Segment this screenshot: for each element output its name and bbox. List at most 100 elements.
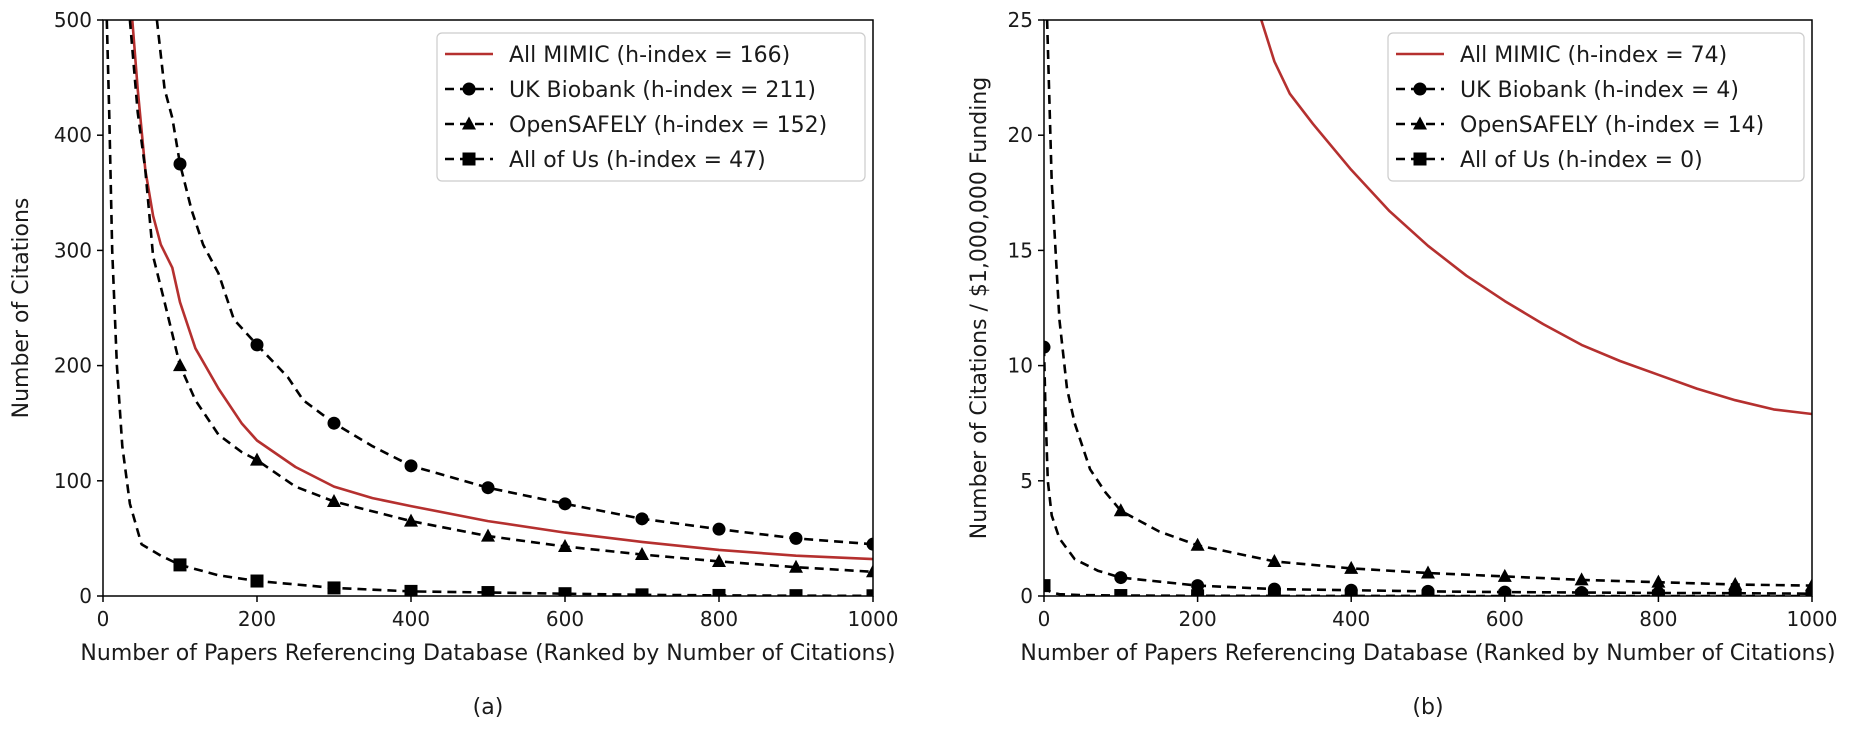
legend-label: All of Us (h-index = 0): [1460, 148, 1703, 173]
legend-marker: [1413, 82, 1427, 96]
data-point: [1575, 589, 1589, 596]
legend-label: OpenSAFELY (h-index = 14): [1460, 113, 1764, 138]
data-point: [1421, 565, 1435, 579]
x-tick-label: 400: [1332, 607, 1370, 631]
legend-label: All MIMIC (h-index = 166): [509, 43, 790, 68]
data-point: [1498, 589, 1512, 596]
y-tick-label: 100: [54, 469, 92, 493]
series-line: [155, 20, 873, 546]
data-point: [481, 528, 495, 542]
data-point: [1114, 571, 1128, 585]
x-tick-label: 200: [238, 607, 276, 631]
legend-marker: [1413, 116, 1427, 130]
data-point: [404, 459, 418, 473]
legend-box: [1387, 32, 1805, 182]
data-point: [712, 522, 726, 536]
legend-label: All MIMIC (h-index = 74): [1460, 43, 1727, 68]
data-point: [327, 416, 341, 430]
data-point: [404, 584, 418, 596]
data-point: [1728, 576, 1743, 590]
data-point: [866, 537, 873, 551]
data-point: [1728, 589, 1742, 596]
data-point: [635, 547, 649, 561]
data-point: [558, 497, 572, 511]
x-tick-label: 800: [1639, 607, 1677, 631]
x-tick-label: 600: [1486, 607, 1524, 631]
data-point: [173, 558, 187, 572]
x-tick-label: 600: [546, 607, 584, 631]
y-tick-label: 25: [1008, 8, 1033, 32]
legend-marker: [462, 116, 476, 130]
data-point: [250, 338, 264, 352]
legend-label: All of Us (h-index = 47): [509, 148, 766, 173]
y-tick-label: 5: [1020, 469, 1033, 493]
legend-marker: [462, 152, 476, 166]
y-tick-label: 200: [54, 354, 92, 378]
plot-frame: [1043, 19, 1813, 597]
data-point: [1574, 572, 1589, 586]
data-point: [558, 587, 572, 596]
y-tick-label: 500: [54, 8, 92, 32]
data-point: [250, 574, 264, 588]
y-tick-label: 0: [1020, 584, 1033, 608]
legend-marker: [462, 82, 476, 96]
y-axis-label: Number of Citations / $1,000,000 Funding: [967, 77, 992, 539]
data-point: [327, 581, 341, 595]
x-tick-label: 0: [97, 607, 110, 631]
data-point: [173, 157, 187, 171]
y-tick-label: 400: [54, 123, 92, 147]
x-tick-label: 1000: [848, 607, 899, 631]
panel-caption: (b): [1412, 695, 1443, 720]
data-point: [1805, 578, 1812, 592]
data-point: [635, 588, 649, 596]
series-line: [131, 20, 873, 561]
data-point: [1044, 340, 1051, 354]
x-tick-label: 0: [1038, 607, 1051, 631]
x-tick-label: 1000: [1787, 607, 1838, 631]
y-tick-label: 300: [54, 238, 92, 262]
x-axis-label: Number of Papers Referencing Database (R…: [80, 641, 895, 666]
data-point: [789, 531, 803, 545]
legend-box: [436, 32, 866, 182]
legend-label: UK Biobank (h-index = 4): [1460, 78, 1739, 103]
data-point: [1651, 589, 1665, 596]
series-line: [1044, 347, 1812, 595]
legend-marker: [1413, 152, 1427, 166]
legend-label: UK Biobank (h-index = 211): [509, 78, 816, 103]
plot-frame: [102, 19, 874, 597]
data-point: [1190, 537, 1205, 551]
data-point: [1267, 589, 1281, 596]
x-tick-label: 200: [1179, 607, 1217, 631]
data-point: [327, 494, 341, 508]
data-point: [481, 586, 495, 596]
chart-panel-a: 0 200 400 600 800 1000 0 100 200 300 400 500 All MI…: [9, 8, 898, 720]
y-axis-label: Number of Citations: [9, 198, 34, 419]
data-point: [1805, 589, 1812, 596]
data-point: [712, 553, 726, 567]
y-tick-label: 20: [1008, 123, 1033, 147]
data-point: [1344, 589, 1358, 596]
series-line: [105, 20, 873, 596]
data-point: [1651, 574, 1666, 588]
data-point: [1113, 503, 1128, 517]
panel-caption: (a): [473, 695, 504, 720]
data-point: [1191, 589, 1205, 596]
data-point: [558, 538, 572, 552]
y-tick-label: 15: [1008, 238, 1033, 262]
data-point: [1267, 553, 1282, 567]
y-tick-label: 0: [79, 584, 92, 608]
x-axis-label: Number of Papers Referencing Database (R…: [1020, 641, 1835, 666]
data-point: [250, 452, 264, 466]
x-tick-label: 800: [700, 607, 738, 631]
data-point: [1497, 568, 1512, 582]
legend-label: OpenSAFELY (h-index = 152): [509, 113, 827, 138]
data-point: [866, 589, 873, 596]
data-point: [1044, 579, 1051, 593]
data-point: [866, 564, 873, 578]
data-point: [404, 513, 418, 527]
data-point: [1344, 560, 1359, 574]
data-point: [789, 589, 803, 596]
x-tick-label: 400: [392, 607, 430, 631]
data-point: [1114, 589, 1128, 596]
